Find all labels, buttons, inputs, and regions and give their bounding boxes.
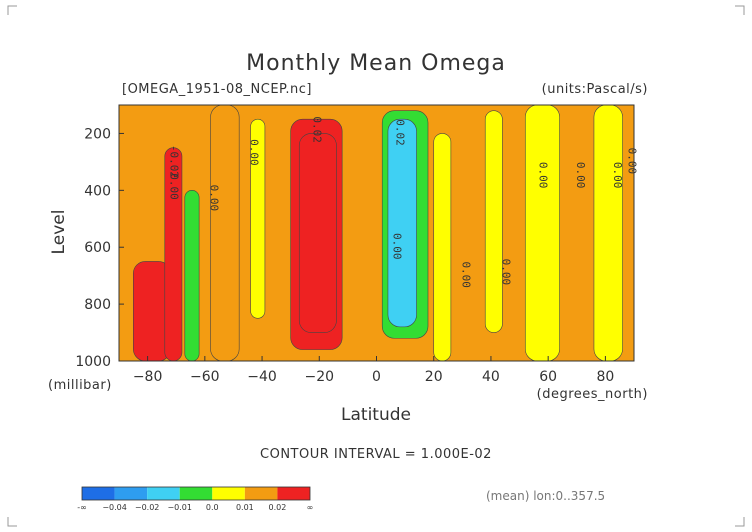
- contour-region-12: [593, 105, 623, 361]
- y-tick-label: 800: [84, 297, 111, 313]
- x-tick-label: −60: [190, 369, 220, 385]
- contour-label: 0.00: [391, 233, 404, 260]
- x-tick-label: −80: [133, 369, 163, 385]
- x-tick-label: 20: [425, 369, 443, 385]
- y-units-label: (millibar): [48, 378, 112, 393]
- y-tick-label: 1000: [75, 354, 111, 370]
- colorbar-swatch: [212, 487, 245, 500]
- contour-label: 0.00: [611, 162, 624, 189]
- contour-label: 0.00: [168, 173, 181, 200]
- contour-label: 0.02: [394, 119, 407, 146]
- colorbar-tick-label: −0.04: [102, 503, 127, 512]
- colorbar-swatch: [82, 487, 115, 500]
- contour-label: 0.00: [248, 139, 261, 166]
- colorbar-tick-label: 0.01: [236, 503, 254, 512]
- dataset-label: [OMEGA_1951-08_NCEP.nc]: [122, 82, 312, 97]
- contour-region-11: [524, 105, 560, 361]
- x-axis-label: Latitude: [341, 405, 411, 425]
- contour-region-3: [210, 105, 240, 361]
- contour-region-2: [184, 190, 200, 361]
- contour-interval: CONTOUR INTERVAL = 1.000E-02: [260, 447, 492, 462]
- colorbar-tick-label: −0.01: [167, 503, 192, 512]
- x-tick-label: 60: [539, 369, 557, 385]
- contour-region-4: [250, 118, 266, 319]
- colorbar-tick-label: ∞: [307, 503, 314, 512]
- contour-region-1: [164, 147, 183, 361]
- contour-label: 0.00: [625, 148, 638, 175]
- colorbar-swatch: [147, 487, 180, 500]
- x-tick-label: 0: [372, 369, 381, 385]
- contour-region-6: [298, 133, 337, 333]
- contour-label: 0.00: [574, 162, 587, 189]
- x-tick-label: 80: [596, 369, 614, 385]
- colorbar-swatch: [244, 487, 278, 500]
- colorbar-tick-label: 0.02: [269, 503, 287, 512]
- colorbar-swatch: [179, 487, 213, 500]
- contour-label: 0.00: [459, 261, 472, 288]
- colorbar: -∞ −0.04 −0.02 −0.01 0.0 0.01 0.02 ∞: [77, 486, 314, 512]
- contour-region-9: [433, 133, 452, 361]
- y-tick-label: 400: [84, 183, 111, 199]
- contour-label: 0.00: [208, 185, 221, 212]
- units-label: (units:Pascal/s): [542, 82, 648, 97]
- y-tick-label: 600: [84, 240, 111, 256]
- colorbar-frame: [81, 486, 311, 501]
- contour-label-group: -0.020.00 0.000.000.02 0.020.000.00 0.000.0…: [168, 116, 639, 288]
- colorbar-swatch: [114, 487, 148, 500]
- x-tick-label: −20: [305, 369, 335, 385]
- contour-region-8: [387, 118, 417, 328]
- y-axis: 200 400 600 800 1000: [75, 126, 124, 370]
- colorbar-swatch: [277, 487, 310, 500]
- y-tick-label: 200: [84, 126, 111, 142]
- colorbar-tick-label: -∞: [77, 503, 87, 512]
- contour-field: [119, 105, 634, 361]
- x-tick-label: 40: [482, 369, 500, 385]
- mean-note: (mean) lon:0..357.5: [486, 489, 605, 503]
- contour-label: 0.00: [499, 259, 512, 286]
- crop-marks: [7, 5, 745, 527]
- contour-label: 0.00: [537, 162, 550, 189]
- contour-label: 0.02: [311, 116, 324, 143]
- x-units-label: (degrees_north): [537, 387, 648, 402]
- colorbar-tick-label: −0.02: [135, 503, 160, 512]
- contour-region-10: [484, 110, 503, 333]
- colorbar-tick-label: 0.0: [206, 503, 219, 512]
- y-axis-label: Level: [49, 210, 69, 255]
- contour-label: -0.02: [168, 145, 181, 178]
- x-tick-label: −40: [247, 369, 277, 385]
- chart-title: Monthly Mean Omega: [246, 51, 506, 76]
- x-axis: −80 −60 −40 −20 0 20 40 60 80: [133, 356, 614, 385]
